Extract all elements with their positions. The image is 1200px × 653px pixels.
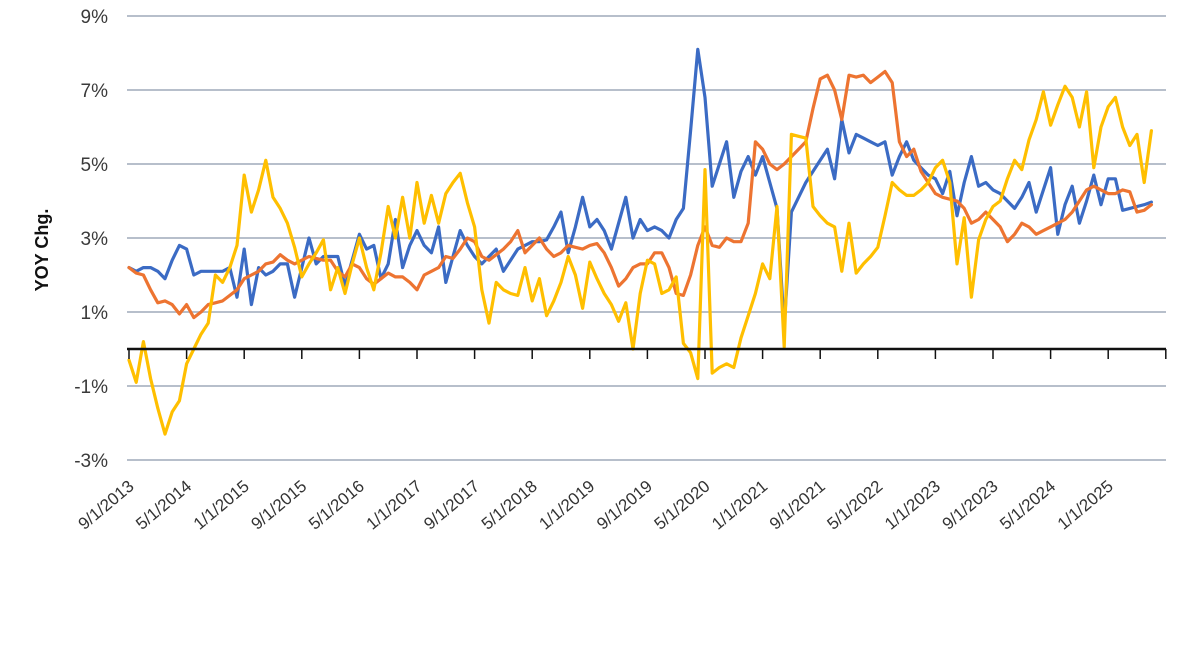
x-tick-label: 1/1/2015 <box>190 477 253 534</box>
x-tick-label: 5/1/2024 <box>996 477 1059 534</box>
y-tick-label: 5% <box>81 155 109 176</box>
series-lines <box>127 47 1154 436</box>
x-tick-label: 5/1/2022 <box>823 477 886 534</box>
x-tick-label: 1/1/2021 <box>708 477 771 534</box>
x-tick-label: 9/1/2021 <box>766 477 829 534</box>
x-tick-label: 5/1/2018 <box>478 477 541 534</box>
y-tick-label: -3% <box>74 451 108 472</box>
series-line-1 <box>127 47 1154 329</box>
x-tick-label: 9/1/2015 <box>247 477 310 534</box>
x-tick-label: 9/1/2017 <box>420 477 483 534</box>
y-axis-ticks: 9% 7% 5% 3% 1% -1% -3% <box>74 7 108 472</box>
y-tick-label: 3% <box>81 229 109 250</box>
x-tick-label: 9/1/2023 <box>939 477 1002 534</box>
x-tick-label: 1/1/2017 <box>363 477 426 534</box>
x-tick-label: 1/1/2019 <box>535 477 598 534</box>
x-tick-label: 5/1/2016 <box>305 477 368 534</box>
y-axis-label: YOY Chg. <box>32 209 52 292</box>
x-axis <box>127 347 1167 359</box>
y-tick-label: 9% <box>81 7 109 28</box>
x-tick-label: 5/1/2020 <box>651 477 714 534</box>
x-axis-tick-labels: 9/1/20135/1/20141/1/20159/1/20155/1/2016… <box>75 477 1117 534</box>
y-tick-label: -1% <box>74 377 108 398</box>
series-line-3 <box>127 84 1154 436</box>
x-tick-label: 1/1/2025 <box>1054 477 1117 534</box>
y-tick-label: 7% <box>81 81 109 102</box>
x-tick-label: 1/1/2023 <box>881 477 944 534</box>
y-tick-label: 1% <box>81 303 109 324</box>
x-tick-label: 9/1/2019 <box>593 477 656 534</box>
x-tick-label: 9/1/2013 <box>75 477 138 534</box>
series-line-2 <box>127 69 1154 320</box>
gridlines <box>127 15 1166 461</box>
x-tick-label: 5/1/2014 <box>132 477 195 534</box>
